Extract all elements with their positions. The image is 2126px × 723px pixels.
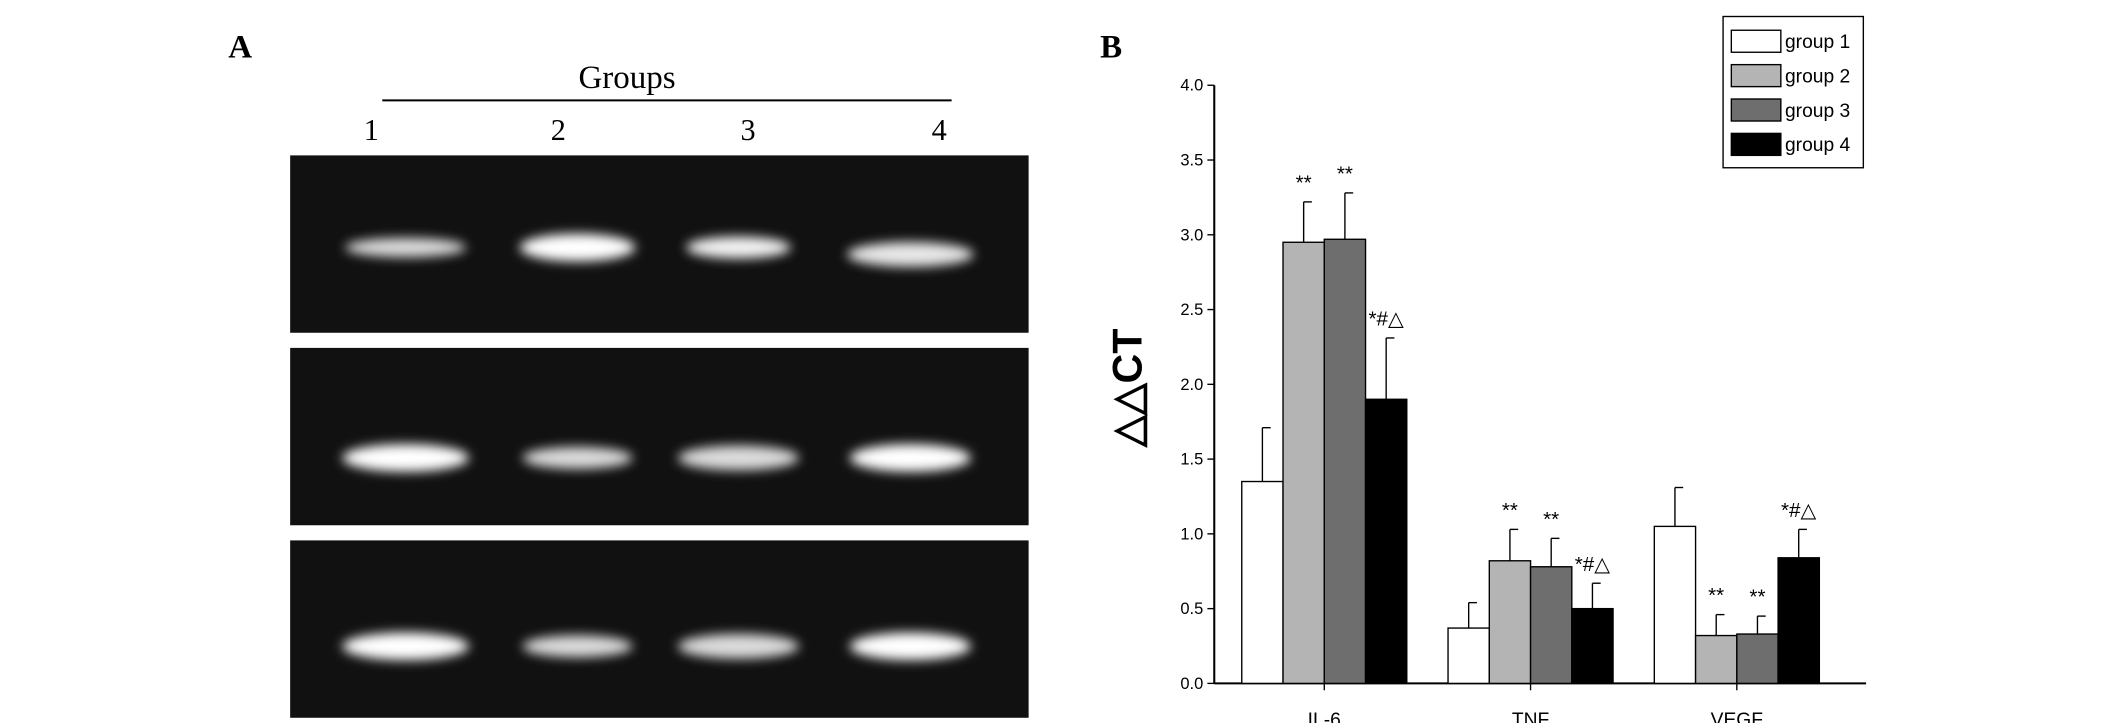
legend-swatch <box>1730 63 1782 88</box>
gel-image <box>290 155 1029 718</box>
groups-title: Groups <box>578 60 675 96</box>
lane-label: 1 <box>364 113 379 147</box>
gel-band <box>849 444 971 472</box>
gel-lane-panel <box>290 540 1029 718</box>
bar <box>1736 633 1779 685</box>
gel-band <box>677 633 799 659</box>
y-tick-label: 1.0 <box>1180 525 1203 543</box>
y-tick-label: 3.0 <box>1180 226 1203 244</box>
legend-label: group 2 <box>1785 67 1850 88</box>
y-tick-label: 0.5 <box>1180 600 1203 618</box>
y-tick-label: 2.0 <box>1180 376 1203 394</box>
gel-band <box>345 237 467 258</box>
error-bar <box>1591 582 1601 609</box>
panel-label: A <box>228 30 252 66</box>
error-bar <box>1302 201 1312 243</box>
bar-chart: 0.0 0.5 1.0 1.5 2.0 2.5 3.0 3.5 4.0 IL-6 ** ** *#△ TN… <box>1180 15 1867 723</box>
gel-band <box>847 242 974 267</box>
legend-swatch <box>1730 132 1782 157</box>
y-tick-label: 3.5 <box>1180 152 1203 170</box>
bar <box>1571 607 1614 685</box>
legend-label: group 1 <box>1785 32 1850 53</box>
lane-label: 2 <box>551 113 566 147</box>
bar <box>1529 566 1573 685</box>
significance-label: ** <box>1749 586 1765 609</box>
lane-label: 3 <box>741 113 756 147</box>
gel-band <box>342 632 469 661</box>
significance-label: ** <box>1708 584 1724 607</box>
panel-label: B <box>1100 30 1122 66</box>
y-tick-label: 1.5 <box>1180 451 1203 469</box>
legend-swatch <box>1730 29 1782 53</box>
error-bar <box>1756 615 1766 635</box>
lane-label: 4 <box>932 113 947 147</box>
bar <box>1694 634 1738 685</box>
legend-swatch <box>1730 98 1782 122</box>
gel-band <box>342 444 469 472</box>
error-bar <box>1261 427 1271 482</box>
significance-label: *#△ <box>1781 499 1817 522</box>
bar <box>1777 557 1821 685</box>
bar <box>1241 480 1284 685</box>
bar <box>1364 398 1408 685</box>
bar <box>1653 525 1697 685</box>
error-bar <box>1509 528 1519 561</box>
significance-label: ** <box>1296 172 1312 195</box>
error-bar <box>1798 528 1807 558</box>
error-bar <box>1385 337 1395 400</box>
bar <box>1488 560 1532 685</box>
y-tick-label: 4.0 <box>1180 77 1203 95</box>
error-bar <box>1715 613 1725 636</box>
error-bar <box>1467 601 1477 629</box>
significance-label: ** <box>1543 508 1559 531</box>
x-tick-label: IL-6 <box>1308 710 1341 723</box>
x-tick-label: TNF <box>1512 710 1549 723</box>
gel-band <box>522 446 633 469</box>
x-tick-label: VEGF <box>1711 710 1763 723</box>
significance-label: *#△ <box>1575 553 1611 576</box>
gel-band <box>519 233 636 262</box>
significance-label: ** <box>1502 499 1518 522</box>
legend-label: group 4 <box>1785 135 1851 156</box>
bar <box>1282 241 1325 685</box>
legend-label: group 3 <box>1785 101 1850 122</box>
bar <box>1447 627 1490 685</box>
gel-band <box>686 236 791 259</box>
bar <box>1323 238 1367 685</box>
gel-band <box>677 445 799 471</box>
significance-label: *#△ <box>1368 308 1404 331</box>
significance-label: ** <box>1337 163 1353 186</box>
y-tick-label: 0.0 <box>1180 675 1203 693</box>
error-bar <box>1344 192 1354 240</box>
error-bar <box>1674 486 1684 527</box>
gel-band <box>522 635 633 658</box>
y-tick-label: 2.5 <box>1180 301 1203 319</box>
error-bar <box>1550 537 1560 567</box>
y-axis-label: △△CT <box>1104 329 1150 448</box>
gel-lane-panel <box>290 347 1029 526</box>
gel-band <box>849 632 971 661</box>
